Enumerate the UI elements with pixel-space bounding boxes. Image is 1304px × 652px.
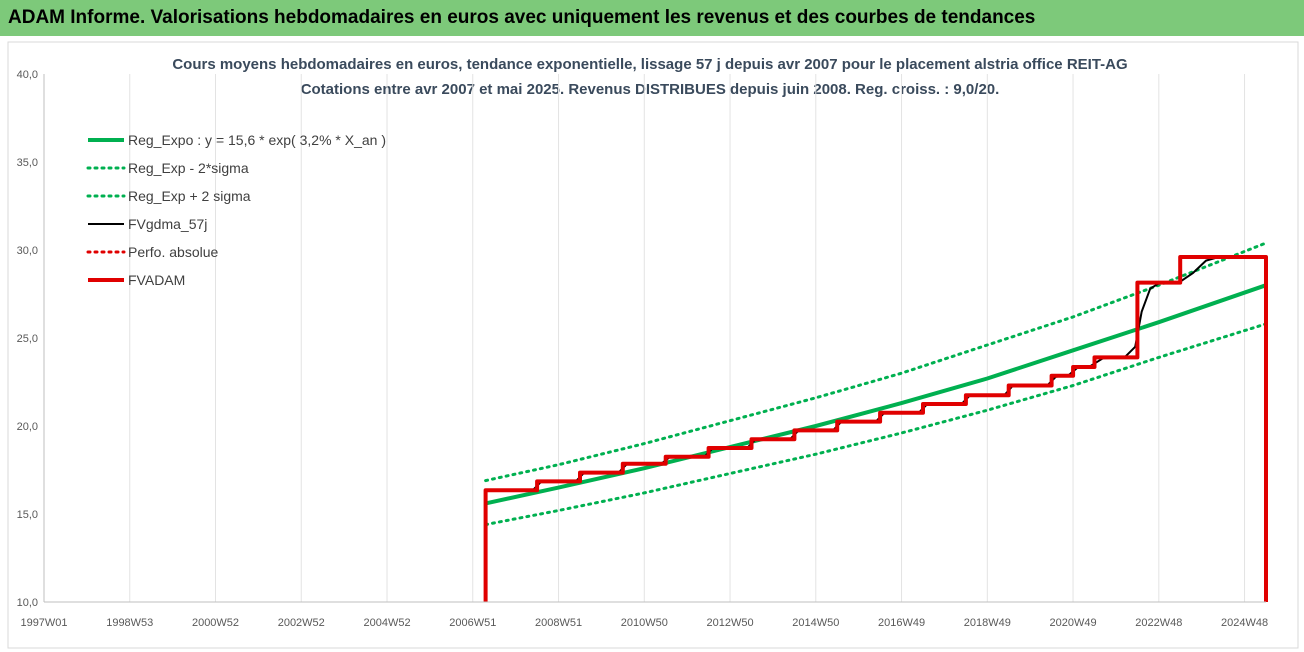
y-tick-label: 30,0 [17, 245, 38, 257]
chart-subtitle: Cotations entre avr 2007 et mai 2025. Re… [301, 81, 1000, 98]
legend-entry-1: Reg_Exp - 2*sigma [128, 160, 249, 176]
series-line-5 [483, 255, 1268, 602]
x-tick-label: 1998W53 [106, 617, 153, 629]
y-tick-label: 10,0 [17, 597, 38, 609]
series-line-2 [484, 241, 1268, 483]
x-tick-label: 2012W50 [706, 617, 753, 629]
x-tick-label: 2002W52 [278, 617, 325, 629]
series-line-0 [485, 283, 1267, 506]
series-group [483, 241, 1268, 602]
axes: 1997W01 1998W53 2000W52 2002W52 2004W52 2006W… [17, 69, 1269, 629]
x-tick-label: 2022W48 [1135, 617, 1182, 629]
legend-entry-3: FVgdma_57j [128, 216, 207, 232]
legend: Reg_Expo : y = 15,6 * exp( 3,2% * X_an )… [86, 132, 386, 288]
chart-title: Cours moyens hebdomadaires en euros, ten… [172, 56, 1127, 73]
y-tick-label: 35,0 [17, 157, 38, 169]
x-tick-label: 2010W50 [621, 617, 668, 629]
window-title: ADAM Informe. Valorisations hebdomadaire… [0, 0, 1304, 36]
x-tick-label: 1997W01 [20, 617, 67, 629]
x-tick-label: 2014W50 [792, 617, 839, 629]
line-chart: Cours moyens hebdomadaires en euros, ten… [7, 41, 1299, 649]
legend-entry-5: FVADAM [128, 272, 185, 288]
chart-area: Cours moyens hebdomadaires en euros, ten… [0, 36, 1304, 652]
x-tick-label: 2020W49 [1050, 617, 1097, 629]
legend-entry-2: Reg_Exp + 2 sigma [128, 188, 251, 204]
x-tick-label: 2004W52 [363, 617, 410, 629]
x-tick-label: 2008W51 [535, 617, 582, 629]
y-tick-label: 40,0 [17, 69, 38, 81]
y-tick-label: 20,0 [17, 421, 38, 433]
x-tick-label: 2000W52 [192, 617, 239, 629]
x-tick-label: 2024W48 [1221, 617, 1268, 629]
x-tick-label: 2018W49 [964, 617, 1011, 629]
series-line-1 [484, 322, 1268, 527]
legend-entry-4: Perfo. absolue [128, 244, 218, 260]
x-tick-label: 2006W51 [449, 617, 496, 629]
legend-entry-0: Reg_Expo : y = 15,6 * exp( 3,2% * X_an ) [128, 132, 386, 148]
y-tick-label: 15,0 [17, 509, 38, 521]
y-tick-label: 25,0 [17, 333, 38, 345]
x-tick-label: 2016W49 [878, 617, 925, 629]
